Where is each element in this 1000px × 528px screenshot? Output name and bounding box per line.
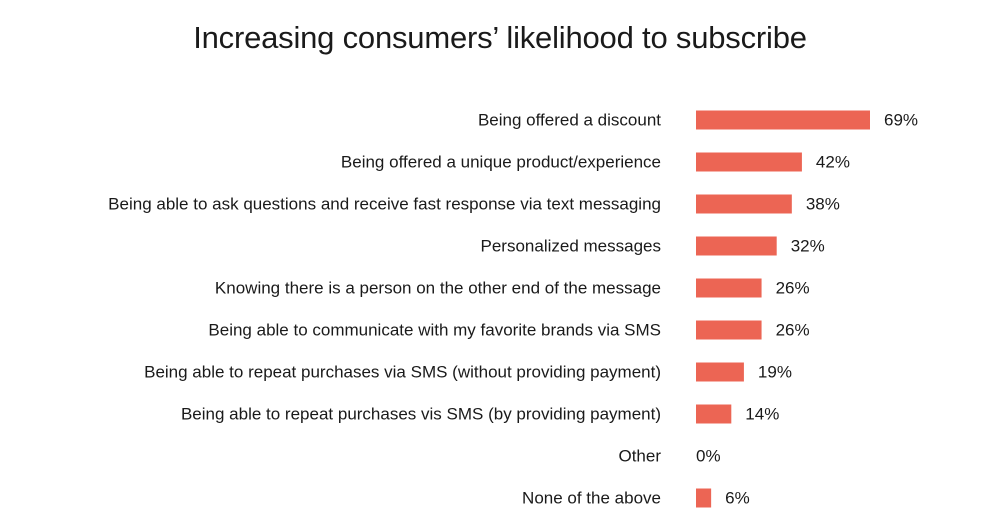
bar xyxy=(696,194,792,214)
bar xyxy=(696,110,870,130)
bar xyxy=(696,236,777,256)
category-label: Being offered a discount xyxy=(478,111,661,130)
value-label: 19% xyxy=(758,363,792,382)
value-label: 6% xyxy=(725,489,750,508)
value-label: 42% xyxy=(816,153,850,172)
category-label: Other xyxy=(618,447,661,466)
value-label: 14% xyxy=(745,405,779,424)
category-label: Being able to ask questions and receive … xyxy=(108,195,661,214)
value-label: 69% xyxy=(884,111,918,130)
value-label: 32% xyxy=(791,237,825,256)
value-label: 26% xyxy=(776,279,810,298)
bar xyxy=(696,488,712,508)
category-label: Personalized messages xyxy=(481,237,661,256)
category-label: None of the above xyxy=(522,489,661,508)
bar xyxy=(696,362,744,382)
bar xyxy=(696,320,762,340)
value-label: 26% xyxy=(776,321,810,340)
category-label: Knowing there is a person on the other e… xyxy=(215,279,661,298)
bar xyxy=(696,278,762,298)
category-label: Being offered a unique product/experienc… xyxy=(341,153,661,172)
category-label: Being able to repeat purchases vis SMS (… xyxy=(181,405,661,424)
bar xyxy=(696,152,802,172)
bar xyxy=(696,404,732,424)
value-label: 0% xyxy=(696,447,721,466)
category-label: Being able to repeat purchases via SMS (… xyxy=(144,363,661,382)
value-label: 38% xyxy=(806,195,840,214)
category-label: Being able to communicate with my favori… xyxy=(208,321,661,340)
chart-title: Increasing consumers’ likelihood to subs… xyxy=(193,20,807,55)
